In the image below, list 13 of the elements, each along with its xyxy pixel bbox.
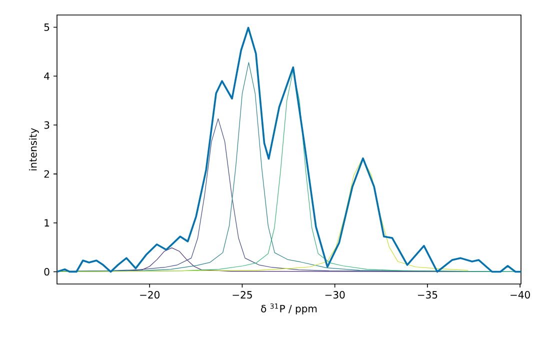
- y-tick-label: 0: [44, 268, 50, 276]
- y-tick-label: 4: [44, 72, 50, 80]
- x-axis-title: δ $^{31}$P / ppm: [261, 303, 317, 314]
- x-tick-label: −30: [325, 291, 345, 299]
- x-tick-label: −35: [418, 291, 438, 299]
- y-axis-title: intensity: [29, 128, 39, 170]
- y-tick-label: 1: [44, 219, 50, 226]
- y-tick-label: 3: [44, 121, 50, 129]
- y-tick-label: 5: [44, 24, 50, 31]
- x-tick-label: −40: [510, 291, 530, 299]
- y-tick-label: 2: [44, 170, 49, 178]
- x-tick-label: −20: [140, 291, 160, 299]
- x-tick-label: −25: [232, 291, 252, 299]
